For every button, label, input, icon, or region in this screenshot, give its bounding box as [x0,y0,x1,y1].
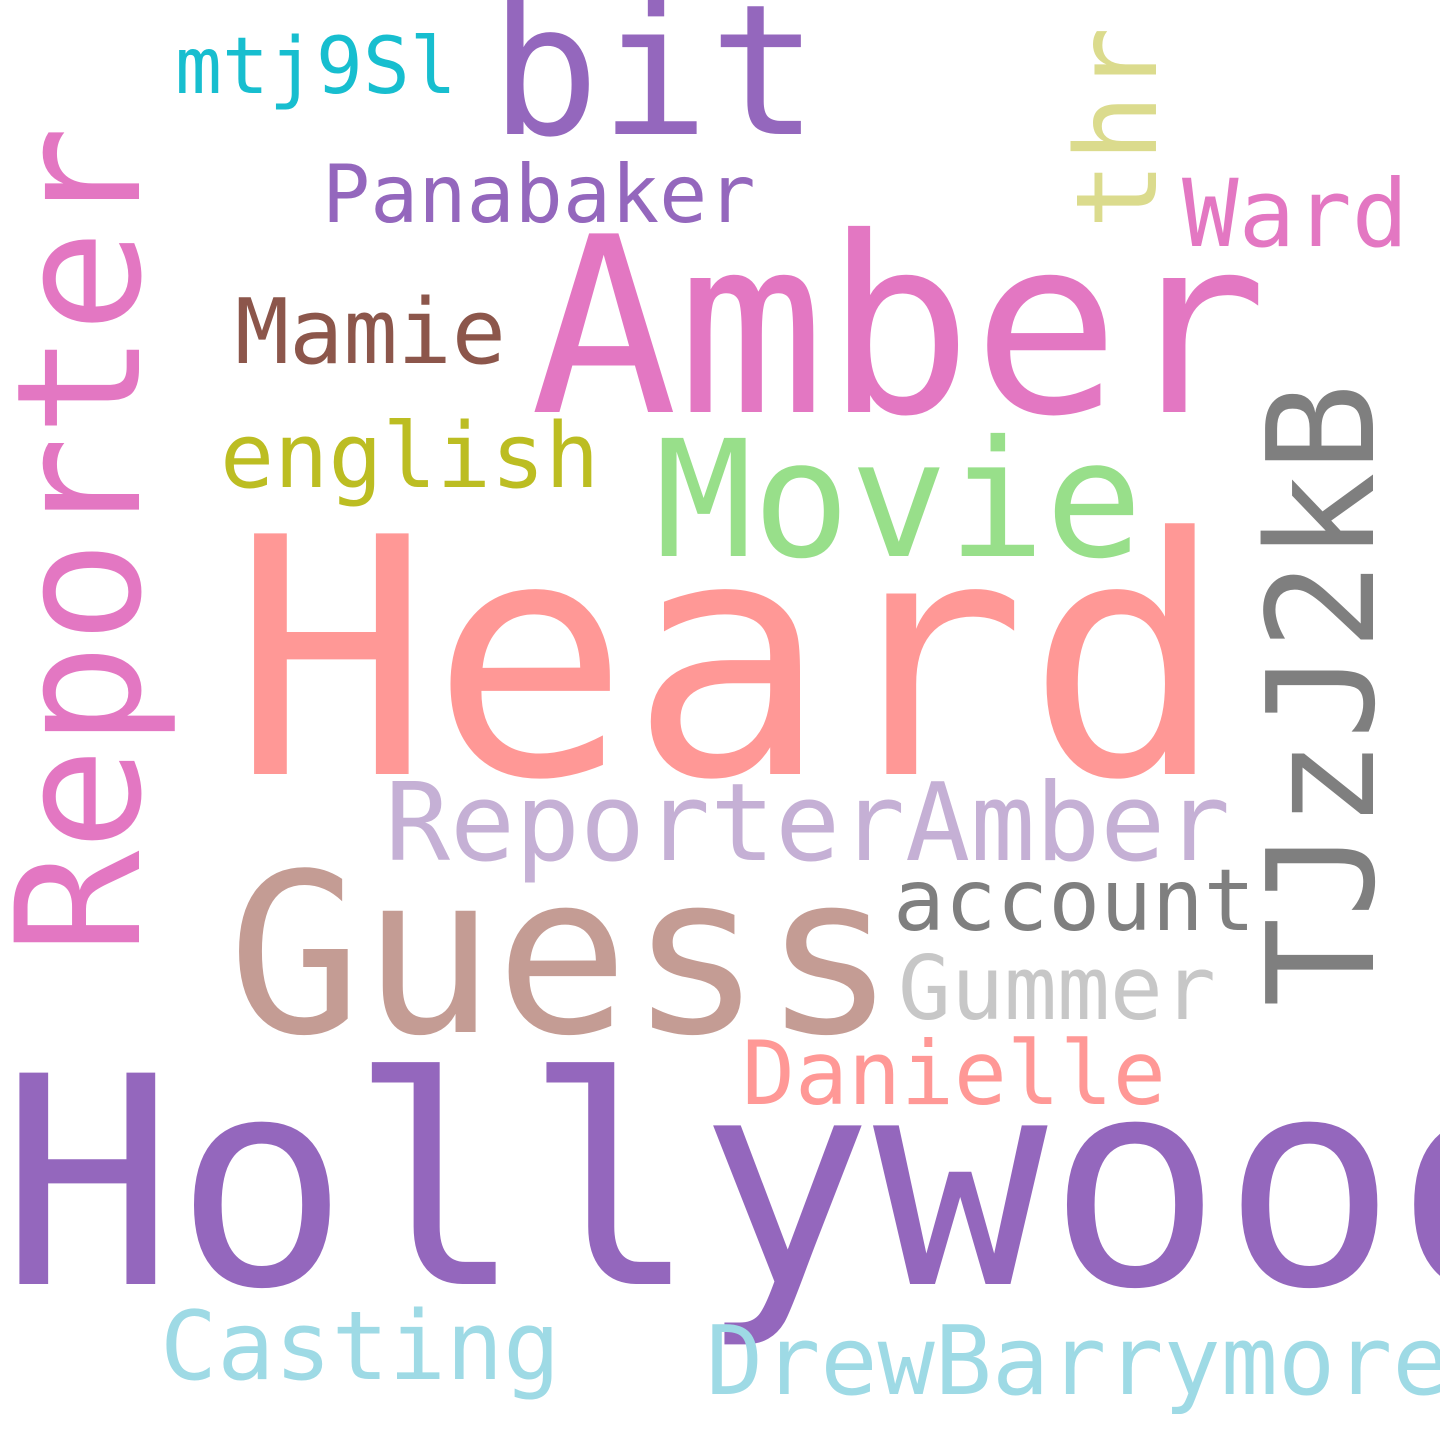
word-movie: Movie [655,407,1143,595]
word-hollywood: Hollywood [0,1016,1440,1353]
word-mamie: Mamie [235,280,506,385]
word-thr: thr [1053,26,1183,230]
word-guess: Guess [228,827,897,1085]
word-heard: Heard [232,468,1226,852]
word-gummer: Gummer [898,937,1216,1040]
word-amber: Amber [530,185,1268,470]
word-reporter: Reporter [0,125,180,955]
word-casting: Casting [160,1292,561,1402]
word-mtj9sl: mtj9Sl [175,22,457,112]
word-reporter-amber: ReporterAmber [385,761,1231,886]
word-english: english [220,404,600,509]
word-ward: Ward [1182,160,1409,269]
word-account: account [893,851,1256,951]
word-tjzj2kb: TJzJ2kB [1236,383,1408,1007]
word-bit: bit [490,0,819,177]
word-danielle: Danielle [742,1022,1166,1125]
word-panabaker: Panabaker [322,148,756,241]
word-drewbarrymore: DrewBarrymore [706,1307,1440,1417]
